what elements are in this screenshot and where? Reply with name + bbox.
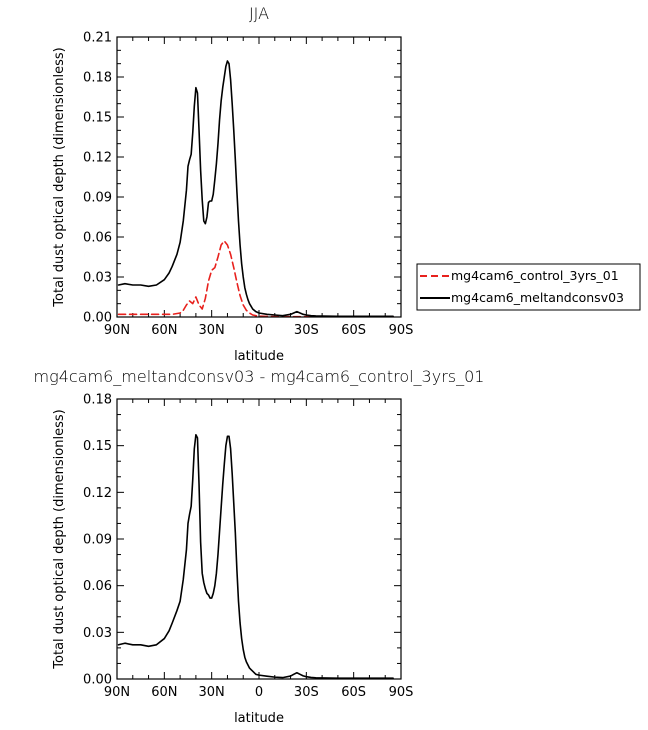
- top-panel-xtick-label: 60S: [341, 323, 366, 338]
- bottom-panel-xtick-label: 60N: [151, 685, 177, 700]
- legend-label-meltandconsv03: mg4cam6_meltandconsv03: [451, 290, 624, 305]
- top-panel-ytick-label: 0.09: [83, 191, 112, 206]
- top-panel-ytick-label: 0.12: [83, 151, 112, 166]
- top-panel-series: [117, 60, 394, 318]
- bottom-panel-ytick-label: 0.15: [83, 439, 112, 454]
- top-panel: JJA Total dust optical depth (dimensionl…: [52, 4, 413, 364]
- bottom-panel-ytick-label: 0.12: [83, 486, 112, 501]
- top-panel-xlabel: latitude: [234, 349, 284, 364]
- top-panel-ytick-label: 0.18: [83, 71, 112, 86]
- top-panel-ytick-label: 0.03: [83, 271, 112, 286]
- top-panel-xtick-label: 90S: [389, 323, 414, 338]
- top-panel-title: JJA: [249, 4, 269, 23]
- bottom-panel-series-line-difference: [117, 433, 394, 680]
- bottom-panel: mg4cam6_meltandconsv03 - mg4cam6_control…: [34, 367, 485, 726]
- bottom-panel-ytick-label: 0.18: [83, 393, 112, 408]
- bottom-panel-xtick-label: 90N: [104, 685, 130, 700]
- bottom-panel-xlabel: latitude: [234, 711, 284, 726]
- bottom-panel-ytick-label: 0.09: [83, 533, 112, 548]
- top-panel-xtick-label: 30N: [199, 323, 225, 338]
- bottom-panel-ytick-label: 0.00: [83, 673, 112, 688]
- top-panel-ticks: 0.00 0.03 0.06 0.09 0.12 0.15 0.18 0.21 90N 60N 30…: [83, 31, 413, 339]
- bottom-panel-xtick-label: 30S: [294, 685, 319, 700]
- bottom-panel-xtick-label: 90S: [389, 685, 414, 700]
- top-panel-ytick-label: 0.06: [83, 231, 112, 246]
- top-panel-ytick-label: 0.21: [83, 31, 112, 46]
- top-panel-frame: [116, 36, 402, 318]
- bottom-panel-xtick-label: 0: [255, 685, 263, 700]
- legend-label-control: mg4cam6_control_3yrs_01: [451, 268, 619, 283]
- legend-box: [416, 263, 641, 311]
- top-panel-ylabel: Total dust optical depth (dimensionless): [52, 47, 67, 307]
- bottom-panel-title: mg4cam6_meltandconsv03 - mg4cam6_control…: [34, 367, 485, 386]
- bottom-panel-ylabel: Total dust optical depth (dimensionless): [52, 409, 67, 669]
- bottom-panel-series: [117, 433, 394, 680]
- top-panel-xtick-label: 90N: [104, 323, 130, 338]
- top-panel-ytick-label: 0.15: [83, 111, 112, 126]
- top-panel-xtick-label: 60N: [151, 323, 177, 338]
- top-panel-series-line-mg4cam6-control-3yrs-01: [117, 240, 394, 318]
- bottom-panel-ticks: 0.00 0.03 0.06 0.09 0.12 0.15 0.18 90N 60N 30N 0 30…: [83, 393, 413, 701]
- top-panel-xtick-label: 30S: [294, 323, 319, 338]
- bottom-panel-ytick-label: 0.06: [83, 579, 112, 594]
- top-panel-ytick-label: 0.00: [83, 311, 112, 326]
- bottom-panel-xtick-label: 30N: [199, 685, 225, 700]
- bottom-panel-xtick-label: 60S: [341, 685, 366, 700]
- top-panel-series-line-mg4cam6-meltandconsv03: [117, 60, 394, 318]
- bottom-panel-frame: [116, 398, 402, 680]
- top-panel-xtick-label: 0: [255, 323, 263, 338]
- legend: mg4cam6_control_3yrs_01 mg4cam6_meltandc…: [416, 263, 641, 311]
- bottom-panel-ytick-label: 0.03: [83, 626, 112, 641]
